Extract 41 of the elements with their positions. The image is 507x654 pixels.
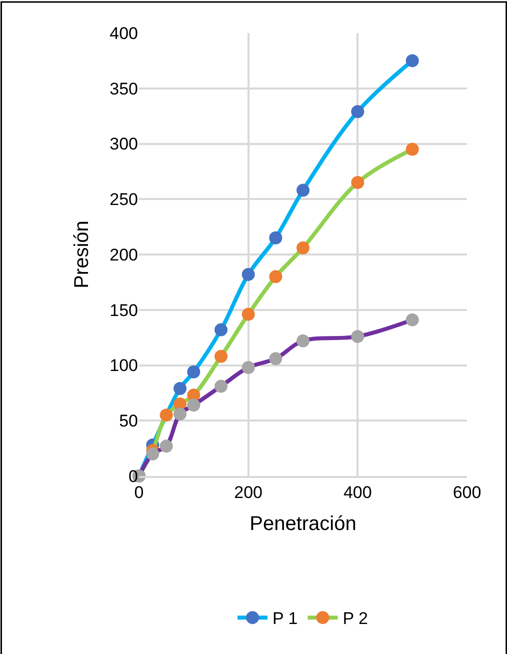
x-tick-label: 200: [234, 483, 263, 502]
point: [406, 54, 419, 68]
legend-label: P 2: [342, 609, 368, 628]
point: [269, 231, 282, 244]
point: [269, 270, 282, 284]
point: [174, 382, 186, 396]
x-tick-label: 400: [343, 483, 372, 502]
point: [242, 308, 255, 321]
x-tick-label: 600: [452, 483, 482, 502]
point: [160, 440, 173, 453]
point: [146, 447, 160, 460]
y-tick-label: 150: [110, 300, 138, 320]
y-tick-label: 350: [110, 79, 138, 98]
point: [242, 268, 255, 281]
y-tick-label: 400: [110, 24, 138, 43]
y-tick-label: 50: [119, 412, 138, 431]
y-tick-label: 300: [110, 134, 138, 154]
point: [187, 365, 200, 378]
y-tick-label: 0: [128, 466, 138, 486]
legend-label: P 1: [272, 609, 298, 628]
point: [174, 407, 186, 420]
point: [351, 105, 364, 118]
y-tick-label: 200: [110, 245, 138, 264]
point: [214, 380, 228, 393]
point: [242, 360, 255, 374]
point: [296, 334, 310, 348]
point: [187, 398, 200, 412]
point: [296, 184, 310, 197]
point: [269, 352, 282, 366]
point: [160, 408, 173, 422]
point: [296, 241, 310, 254]
point: [214, 350, 228, 363]
y-tick-label: 100: [110, 356, 138, 376]
point: [214, 323, 228, 336]
point: [406, 142, 419, 156]
point: [351, 330, 364, 343]
point: [351, 176, 364, 190]
y-axis-title: Presión: [71, 220, 94, 288]
x-axis-title: Penetración: [250, 513, 356, 536]
y-tick-label: 250: [110, 190, 138, 210]
point: [406, 313, 419, 326]
